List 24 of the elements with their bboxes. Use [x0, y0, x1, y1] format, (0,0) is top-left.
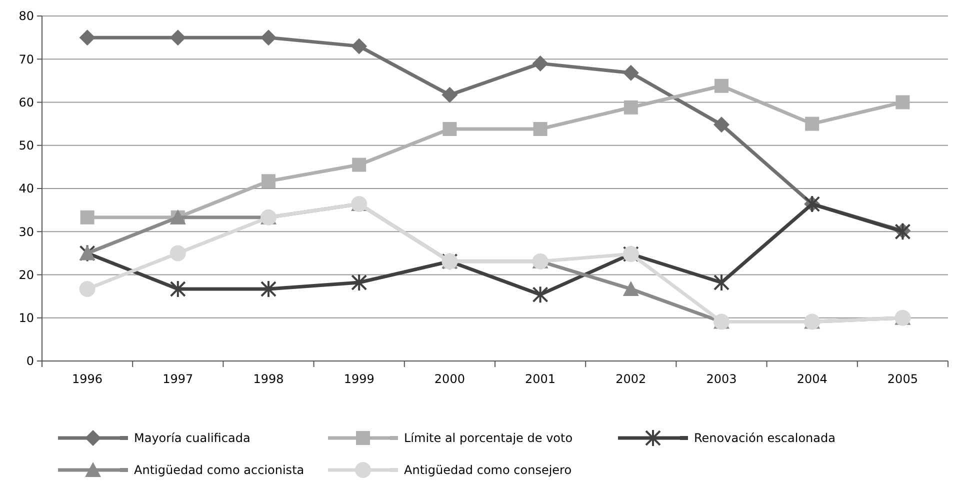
- legend-label: Antigüedad como accionista: [134, 463, 304, 478]
- y-tick-label: 80: [18, 9, 34, 24]
- legend-label: Antigüedad como consejero: [404, 463, 572, 478]
- y-tick-label: 0: [26, 354, 34, 368]
- x-tick-label: 1998: [253, 372, 284, 386]
- y-tick-label: 20: [18, 268, 34, 282]
- x-tick-label: 2001: [525, 372, 556, 386]
- y-tick-label: 60: [18, 95, 34, 110]
- x-tick-label: 2003: [706, 372, 737, 386]
- y-tick-label: 50: [18, 138, 34, 153]
- y-tick-label: 70: [18, 52, 34, 66]
- y-tick-label: 40: [18, 182, 34, 196]
- legend-label: Mayoría cualificada: [134, 431, 250, 446]
- x-tick-label: 2000: [434, 372, 465, 386]
- y-tick-label: 30: [18, 224, 34, 239]
- x-tick-label: 1997: [162, 372, 194, 386]
- x-tick-label: 1996: [72, 372, 103, 386]
- x-tick-label: 1999: [344, 372, 374, 386]
- x-tick-label: 2005: [887, 372, 918, 386]
- y-tick-label: 10: [18, 311, 34, 326]
- x-tick-label: 2004: [796, 372, 828, 386]
- legend-label: Límite al porcentaje de voto: [404, 431, 573, 446]
- legend-label: Renovación escalonada: [694, 431, 836, 446]
- x-tick-label: 2002: [616, 372, 646, 386]
